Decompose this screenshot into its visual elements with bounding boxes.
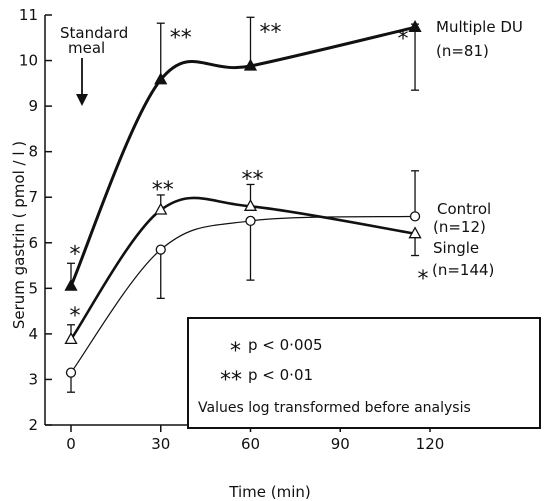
standard-meal-arrow-head	[76, 94, 88, 106]
series-label-single: Single	[433, 239, 479, 257]
y-tick-label: 4	[28, 325, 38, 343]
significance-marker: *	[70, 242, 81, 267]
data-point	[155, 244, 166, 255]
y-tick-label: 5	[28, 279, 38, 297]
series-line	[70, 215, 416, 373]
series-layer: *** ** **** ***	[64, 16, 429, 393]
series-label-multiple-du: Multiple DU	[436, 18, 523, 36]
significance-marker: **	[170, 26, 192, 51]
y-tick-label: 11	[19, 6, 38, 24]
series-control	[65, 170, 421, 393]
significance-marker: **	[242, 167, 264, 192]
y-ticks: 2 3 4 5 6 7 8 9 10 11	[19, 6, 52, 434]
x-tick-label: 120	[416, 435, 445, 453]
series-n-multiple-du: (n=81)	[436, 42, 489, 60]
legend-star-single: *	[230, 339, 241, 364]
legend-box	[187, 317, 541, 429]
x-axis-label: Time (min)	[228, 483, 310, 501]
series-n-single: (n=144)	[432, 261, 494, 279]
data-point	[409, 211, 421, 222]
data-point	[245, 215, 256, 227]
data-point	[154, 72, 168, 85]
data-point	[64, 332, 78, 345]
x-tick-label: 60	[241, 435, 260, 453]
x-ticks: 0 30 60 90 120	[66, 425, 444, 453]
significance-marker: *	[70, 304, 81, 329]
y-tick-label: 3	[28, 370, 38, 388]
x-tick-label: 90	[331, 435, 350, 453]
y-tick-label: 9	[28, 97, 38, 115]
series-line	[69, 25, 416, 287]
y-tick-label: 7	[28, 188, 38, 206]
standard-meal-label-line2: meal	[68, 39, 105, 57]
series-label-control: Control	[437, 200, 491, 218]
standard-meal-label-line1: Standard	[60, 24, 128, 42]
series-n-control: (n=12)	[433, 218, 486, 236]
x-tick-label: 0	[66, 435, 76, 453]
significance-marker: *	[398, 27, 409, 52]
legend-p-005: p < 0·005	[248, 336, 323, 354]
legend-note: Values log transformed before analysis	[198, 400, 471, 416]
data-point	[154, 202, 168, 215]
data-point	[408, 226, 422, 239]
data-point	[243, 58, 258, 71]
y-tick-label: 8	[28, 143, 38, 161]
series-single: *** ***	[64, 167, 429, 345]
y-tick-label: 2	[28, 416, 38, 434]
x-tick-label: 30	[151, 435, 170, 453]
y-axis-label: Serum gastrin ( pmol / l )	[10, 141, 28, 329]
y-tick-label: 6	[28, 234, 38, 252]
y-tick-label: 10	[19, 52, 38, 70]
data-point	[64, 278, 78, 291]
significance-marker: **	[152, 178, 174, 203]
legend-star-double: **	[220, 368, 242, 393]
data-point	[408, 19, 422, 32]
series-multiple-du: *** ** *	[64, 16, 422, 291]
data-point	[65, 367, 77, 378]
legend-p-01: p < 0·01	[248, 366, 313, 384]
significance-marker: *	[418, 267, 429, 292]
data-point	[243, 198, 258, 211]
significance-marker: **	[260, 20, 282, 45]
series-line	[69, 196, 416, 341]
